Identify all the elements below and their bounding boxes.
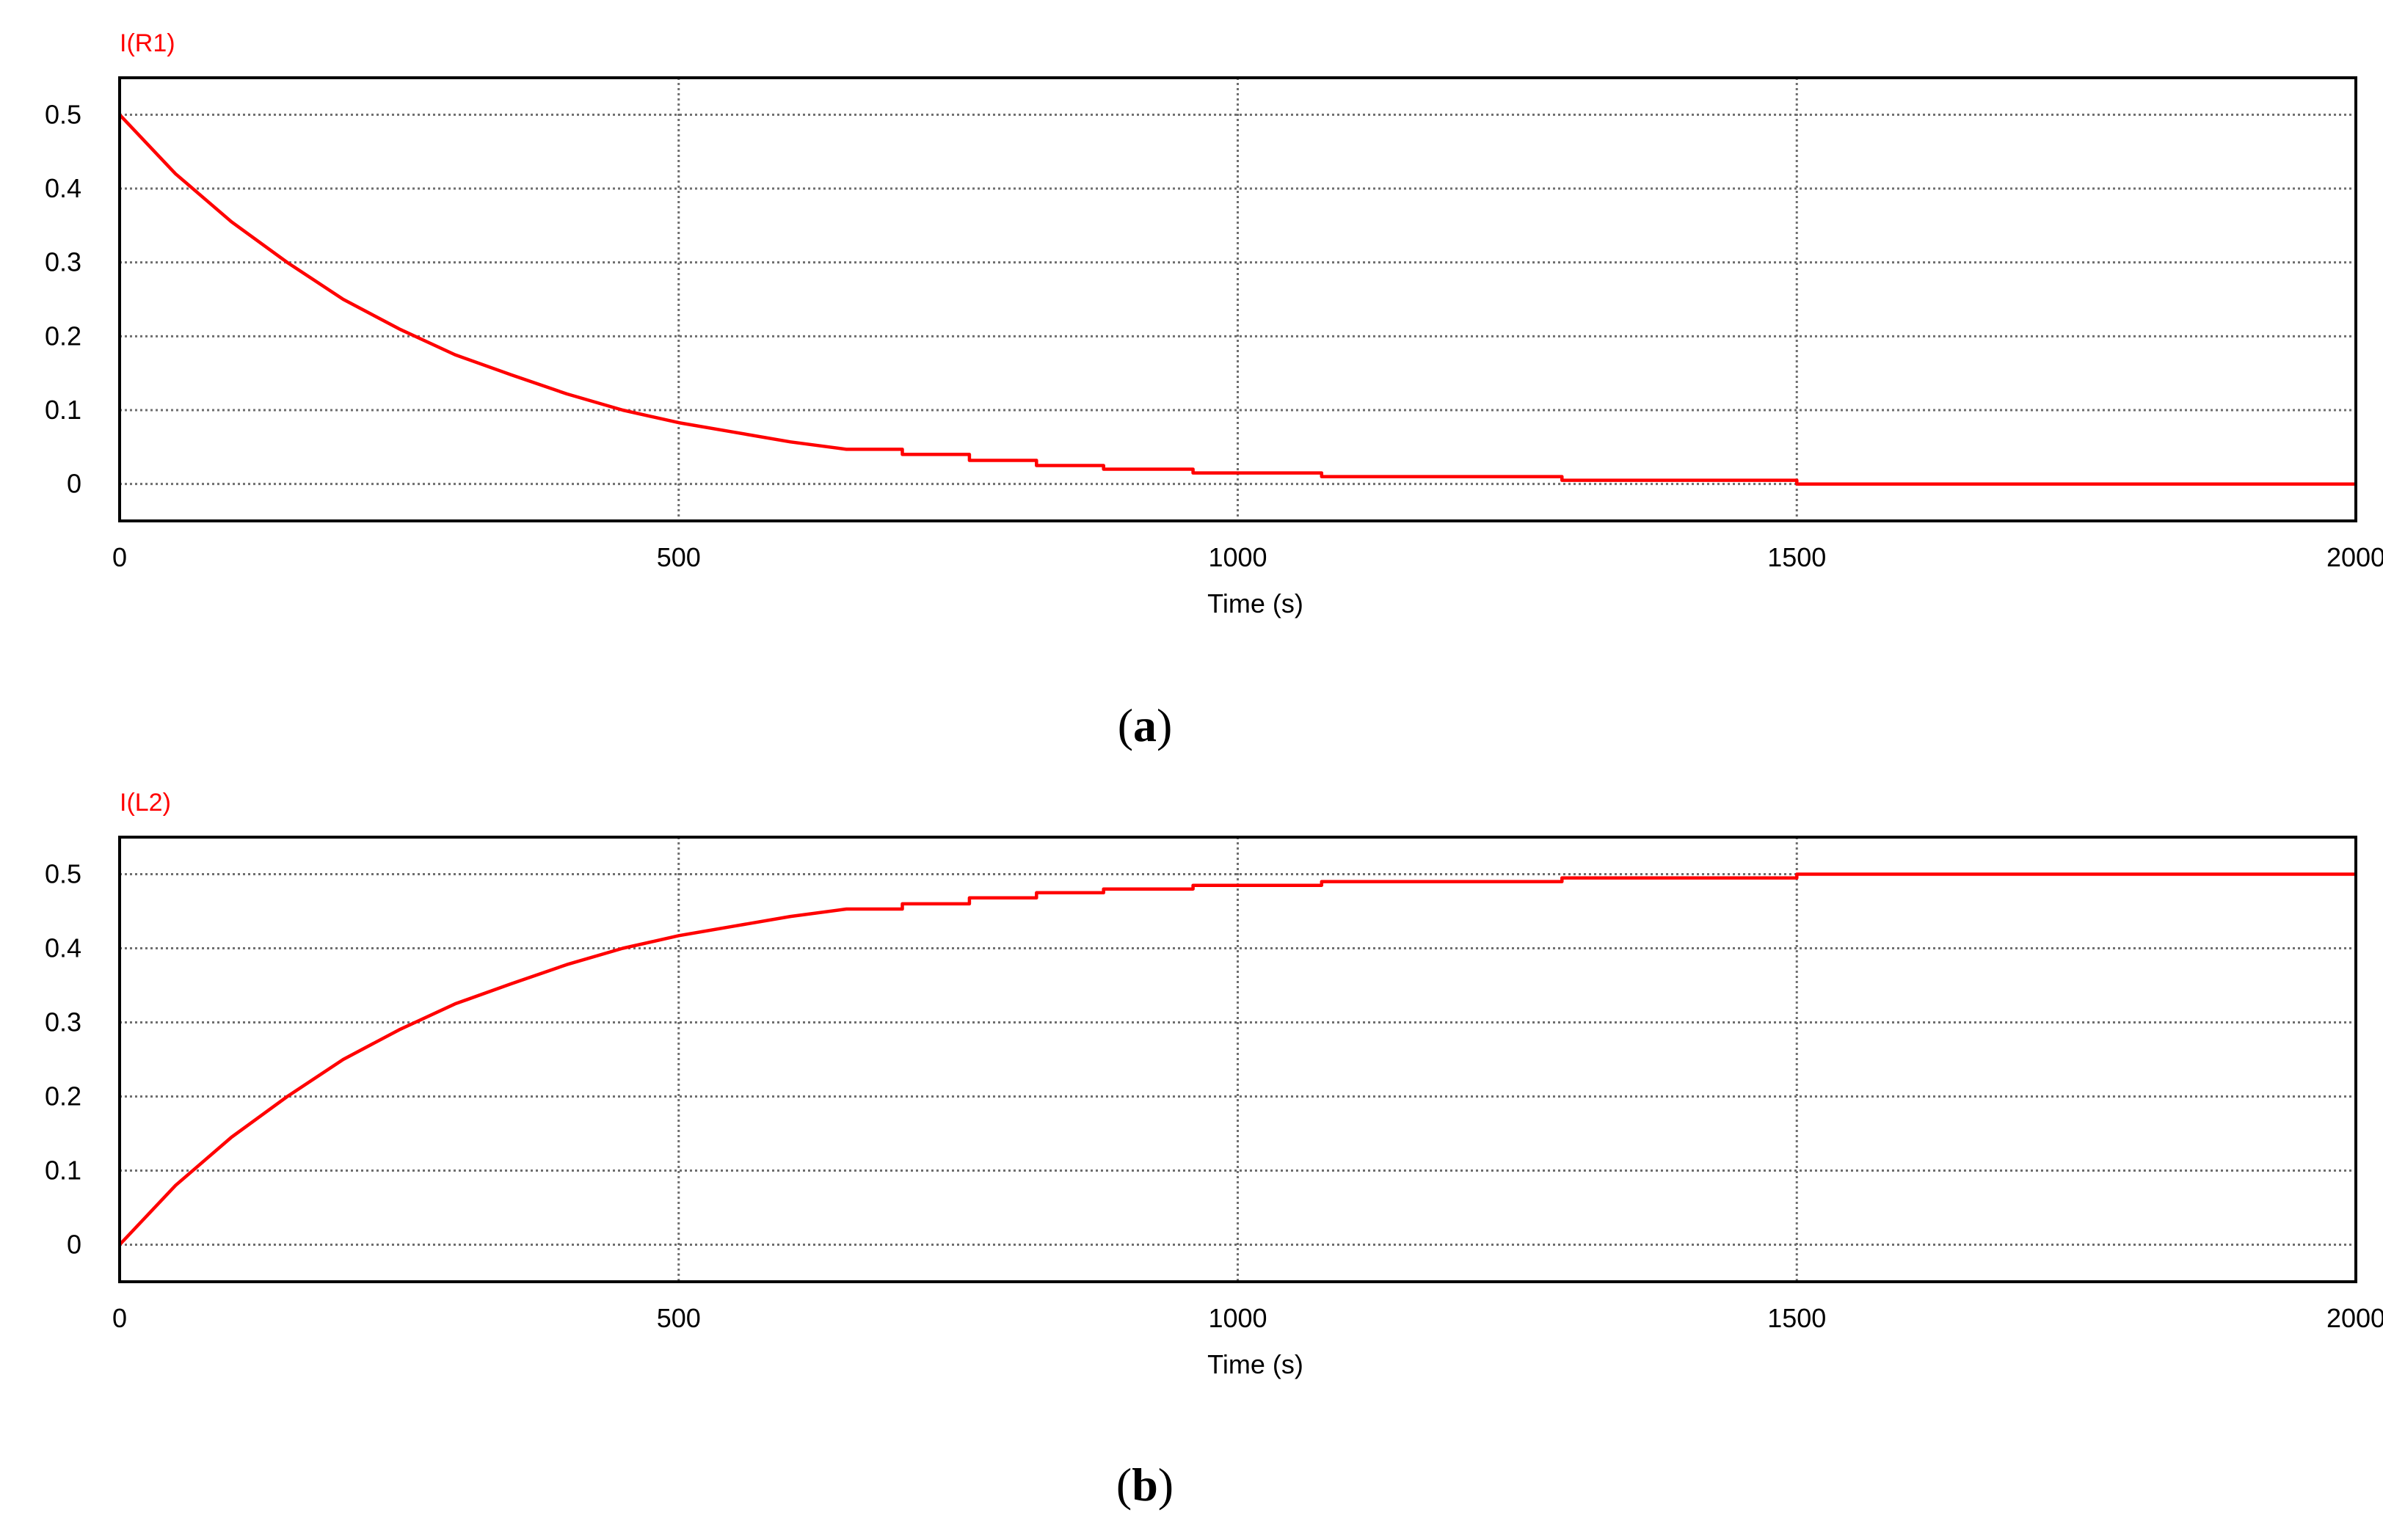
x-tick-label: 2000: [2326, 542, 2383, 572]
y-tick-label: 0: [67, 1230, 81, 1260]
x-tick-label: 1500: [1767, 542, 1826, 572]
x-tick-label: 1000: [1208, 542, 1267, 572]
y-tick-label: 0.5: [45, 859, 81, 889]
y-tick-label: 0: [67, 469, 81, 499]
x-tick-label: 500: [657, 542, 701, 572]
panel-caption: (b): [1116, 1459, 1174, 1511]
x-tick-label: 1000: [1208, 1303, 1267, 1333]
series-label: I(L2): [120, 789, 171, 817]
chart-panel-b: I(L2) 0 0.1 0.2 0.3 0.4 0.5 0 500 1000 1500 2000 Tim…: [45, 789, 2383, 1511]
plot-frame: [118, 76, 2357, 522]
x-axis-title: Time (s): [1207, 1349, 1303, 1379]
y-tick-label: 0.3: [45, 247, 81, 277]
plot-frame: [118, 836, 2357, 1283]
y-tick-label: 0.1: [45, 1156, 81, 1186]
series-line: [118, 872, 2356, 1247]
y-tick-label: 0.2: [45, 321, 81, 351]
panel-caption: (a): [1118, 699, 1173, 751]
series-label: I(R1): [120, 29, 175, 57]
x-tick-label: 2000: [2326, 1303, 2383, 1333]
x-tick-label: 500: [657, 1303, 701, 1333]
y-tick-label: 0.1: [45, 395, 81, 425]
x-tick-label: 0: [112, 1303, 127, 1333]
series-line: [118, 113, 2356, 486]
y-tick-label: 0.2: [45, 1081, 81, 1112]
y-tick-label: 0.4: [45, 933, 81, 963]
x-tick-label: 1500: [1767, 1303, 1826, 1333]
y-tick-label: 0.4: [45, 173, 81, 203]
x-axis-title: Time (s): [1207, 588, 1303, 618]
y-tick-label: 0.3: [45, 1007, 81, 1037]
y-tick-label: 0.5: [45, 99, 81, 129]
chart-panel-a: I(R1) 0 0.1 0.2 0.3 0.4 0.5 0 500 1000 1500 2000 Tim…: [45, 29, 2383, 751]
x-tick-label: 0: [112, 542, 127, 572]
